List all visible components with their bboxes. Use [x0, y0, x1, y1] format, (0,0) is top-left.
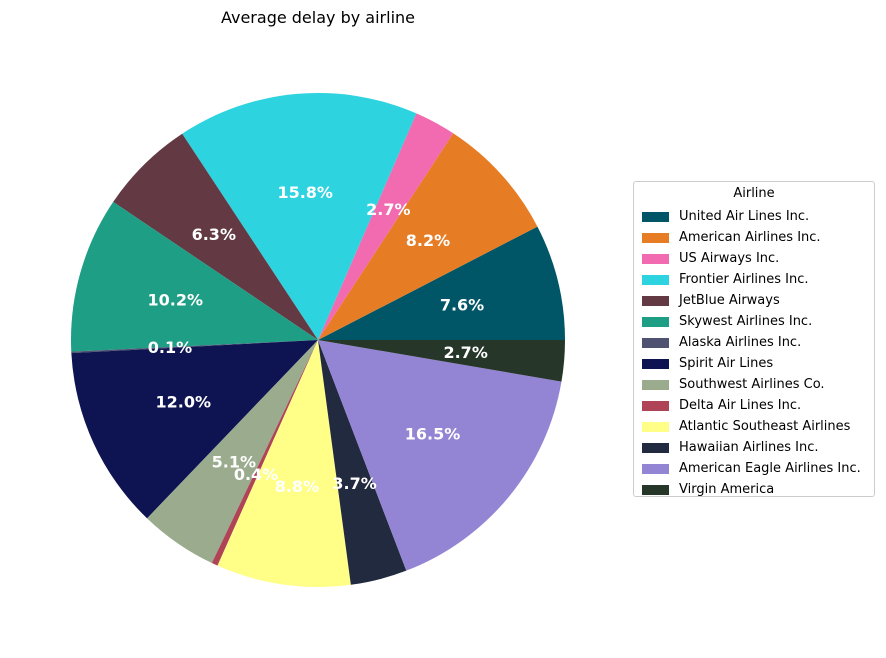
legend-label: American Airlines Inc. [679, 230, 821, 245]
legend-label: JetBlue Airways [679, 293, 780, 308]
legend-item: US Airways Inc. [642, 248, 866, 269]
legend-swatch [642, 358, 669, 369]
pie-slice [318, 340, 565, 382]
legend-swatch [642, 442, 669, 453]
legend-item: Spirit Air Lines [642, 353, 866, 374]
slice-percent-label: 5.1% [212, 452, 256, 471]
slice-percent-label: 7.6% [440, 295, 484, 314]
chart-title: Average delay by airline [220, 8, 415, 27]
legend-item: Skywest Airlines Inc. [642, 311, 866, 332]
legend-label: Skywest Airlines Inc. [679, 314, 813, 329]
legend-label: Alaska Airlines Inc. [679, 335, 802, 350]
slice-percent-label: 8.2% [406, 231, 450, 250]
legend-swatch [642, 421, 669, 432]
slice-percent-label: 12.0% [156, 392, 212, 411]
pie-slice [318, 226, 565, 340]
legend-items: United Air Lines Inc. American Airlines I… [642, 206, 866, 500]
legend-swatch [642, 295, 669, 306]
legend-label: Delta Air Lines Inc. [679, 398, 802, 413]
legend: Airline United Air Lines Inc. American Ai… [633, 181, 875, 497]
slice-percent-label: 16.5% [405, 425, 461, 444]
slice-percent-label: 2.7% [443, 343, 487, 362]
pie-slice [318, 340, 407, 585]
legend-swatch [642, 253, 669, 264]
pie-chart: 7.6% 8.2% 2.7% 15.8% 6.3% 10.2% 0.1% 12.0% 5.1%0… [70, 93, 565, 587]
legend-swatch [642, 400, 669, 411]
legend-swatch [642, 232, 669, 243]
legend-item: Atlantic Southeast Airlines [642, 416, 866, 437]
legend-label: Hawaiian Airlines Inc. [679, 440, 819, 455]
pie-slice [318, 133, 538, 340]
pie-slices [70, 93, 565, 587]
legend-label: Atlantic Southeast Airlines [679, 419, 851, 434]
legend-item: American Airlines Inc. [642, 227, 866, 248]
legend-item: American Eagle Airlines Inc. [642, 458, 866, 479]
legend-swatch [642, 211, 669, 222]
legend-title: Airline [733, 186, 775, 201]
legend-item: JetBlue Airways [642, 290, 866, 311]
legend-item: Alaska Airlines Inc. [642, 332, 866, 353]
slice-percent-label: 8.8% [275, 477, 319, 496]
legend-item: Southwest Airlines Co. [642, 374, 866, 395]
pie-slice [318, 340, 562, 571]
legend-swatch [642, 274, 669, 285]
legend-swatch [642, 463, 669, 474]
legend-swatch [642, 379, 669, 390]
slice-percent-label: 10.2% [148, 291, 204, 310]
legend-label: United Air Lines Inc. [679, 209, 810, 224]
pie-slice [147, 340, 318, 564]
legend-label: Southwest Airlines Co. [679, 377, 825, 392]
slice-percent-label: 15.8% [277, 183, 333, 202]
legend-label: American Eagle Airlines Inc. [679, 461, 861, 476]
legend-label: Spirit Air Lines [679, 356, 774, 371]
pie-slice [70, 201, 318, 352]
pie-slice [182, 93, 417, 341]
legend-label: Virgin America [679, 482, 775, 497]
pie-slice [217, 340, 351, 587]
legend-swatch [642, 484, 669, 495]
slice-percent-label: 0.4% [234, 465, 278, 484]
pie-slice [113, 133, 319, 340]
slice-percent-label: 0.1% [148, 338, 192, 357]
legend-item: Delta Air Lines Inc. [642, 395, 866, 416]
slice-percent-label: 3.7% [332, 474, 376, 493]
pie-labels: 7.6% 8.2% 2.7% 15.8% 6.3% 10.2% 0.1% 12.0% 5.1%0… [148, 183, 488, 496]
pie-slice [71, 340, 318, 519]
legend-item: Hawaiian Airlines Inc. [642, 437, 866, 458]
pie-slice [318, 113, 454, 340]
pie-slice [211, 340, 318, 566]
slice-percent-label: 2.7% [366, 200, 410, 219]
slice-percent-label: 6.3% [192, 225, 236, 244]
legend-label: US Airways Inc. [679, 251, 780, 266]
legend-item: Frontier Airlines Inc. [642, 269, 866, 290]
legend-swatch [642, 337, 669, 348]
pie-slice [71, 340, 318, 354]
legend-item: United Air Lines Inc. [642, 206, 866, 227]
legend-swatch [642, 316, 669, 327]
legend-item: Virgin America [642, 479, 866, 500]
legend-label: Frontier Airlines Inc. [679, 272, 809, 287]
